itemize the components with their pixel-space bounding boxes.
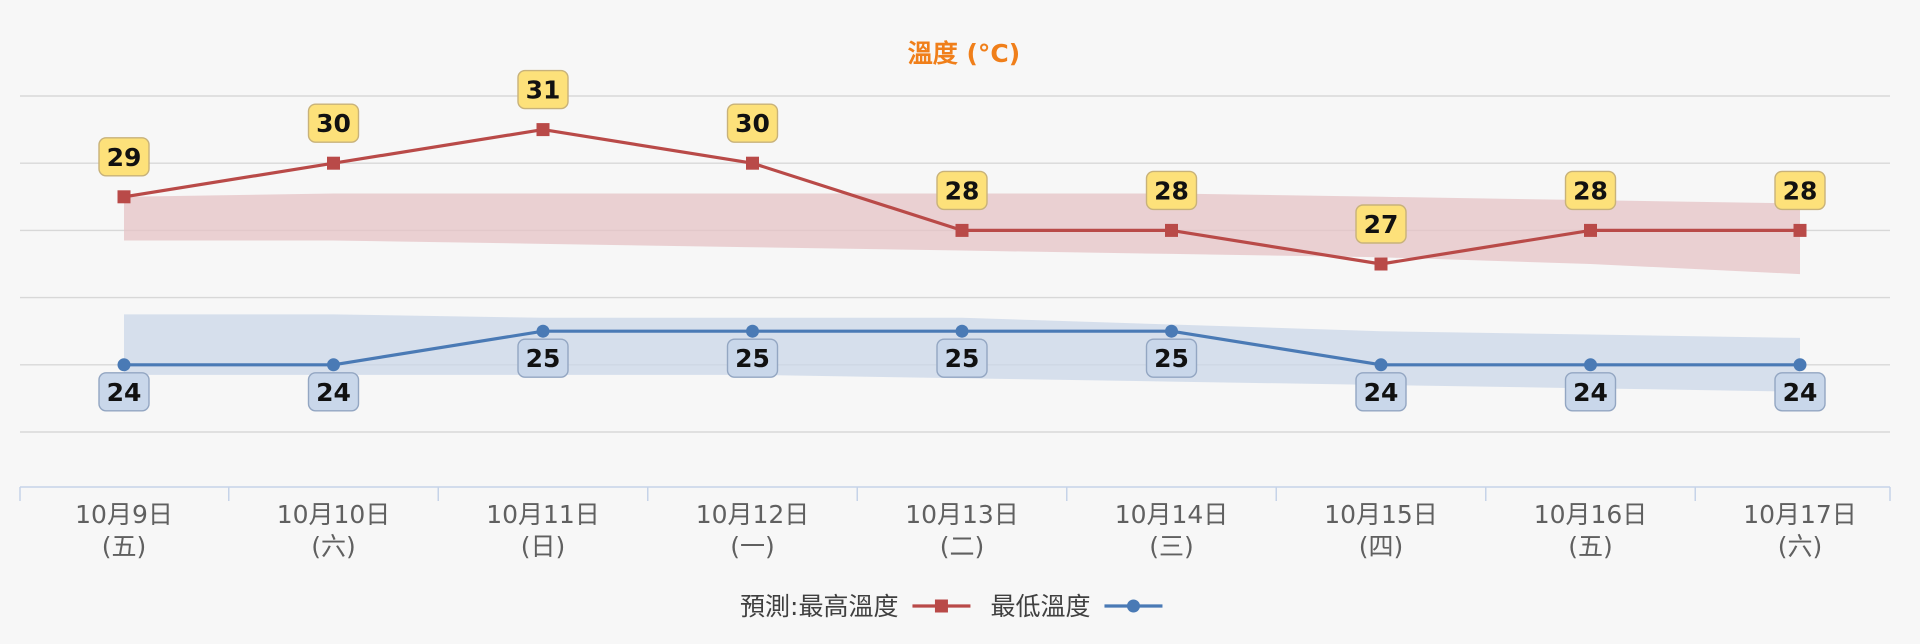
data-label-box: [1564, 170, 1617, 211]
data-label: 24: [316, 378, 351, 407]
x-tick-label: 10月10日(六): [277, 500, 391, 561]
data-label-box: [98, 137, 150, 177]
legend-prefix: 預測:: [740, 592, 798, 621]
x-tick-label: 10月11日(日): [486, 500, 600, 561]
data-labels: 29 30 31 30 28 28 27 28 28 24 24 25 25 25 25 24 24 24: [98, 69, 1826, 412]
data-point[interactable]: [327, 358, 340, 372]
data-point[interactable]: [1165, 223, 1178, 237]
data-label: 28: [945, 176, 980, 205]
data-label-box: [517, 338, 569, 378]
data-point[interactable]: [536, 324, 550, 338]
data-label: 29: [107, 143, 142, 172]
data-label-box: [517, 69, 569, 110]
data-label-box: [1564, 372, 1617, 412]
data-label-box: [98, 372, 150, 412]
data-point[interactable]: [1584, 358, 1597, 372]
data-label: 25: [1154, 344, 1189, 373]
data-label: 24: [1783, 378, 1818, 407]
legend-item-label[interactable]: 最低溫度: [990, 592, 1090, 621]
data-point[interactable]: [1793, 223, 1807, 237]
legend-item-label[interactable]: 最高溫度: [798, 592, 898, 621]
data-label: 31: [526, 76, 561, 105]
data-point[interactable]: [746, 324, 759, 338]
data-label: 25: [735, 344, 770, 373]
data-label-box: [1355, 372, 1407, 412]
data-label: 27: [1364, 210, 1399, 239]
data-label-box: [726, 338, 779, 378]
data-label-box: [1145, 338, 1198, 378]
data-label: 24: [1573, 378, 1608, 407]
data-label: 28: [1573, 176, 1608, 205]
x-tick-label: 10月12日(一): [696, 500, 810, 561]
series-lines: [117, 123, 1807, 372]
x-tick-label: 10月16日(五): [1534, 500, 1648, 561]
data-label: 24: [1364, 378, 1399, 407]
data-label: 25: [526, 344, 561, 373]
x-tick-label: 10月14日(三): [1115, 500, 1229, 561]
data-point[interactable]: [1374, 358, 1388, 372]
data-point[interactable]: [117, 358, 131, 372]
legend[interactable]: 預測: 最高溫度 最低溫度: [740, 592, 1163, 621]
chart-title: 溫度 (°C): [908, 39, 1020, 68]
data-label-box: [1774, 372, 1826, 412]
data-label: 28: [1783, 176, 1818, 205]
data-label-box: [726, 103, 779, 143]
x-tick-label: 10月15日(四): [1324, 500, 1438, 561]
x-tick-label: 10月13日(二): [905, 500, 1019, 561]
legend-marker: [934, 599, 948, 613]
data-label: 24: [107, 378, 142, 407]
x-tick-label: 10月17日(六): [1743, 500, 1857, 561]
data-point[interactable]: [117, 190, 131, 204]
data-label-box: [307, 372, 360, 412]
data-point[interactable]: [955, 324, 969, 338]
x-tick-label: 10月9日(五): [75, 500, 173, 561]
data-label: 30: [316, 109, 351, 138]
data-point[interactable]: [1374, 257, 1388, 271]
data-label: 25: [945, 344, 980, 373]
legend-marker: [1126, 599, 1140, 613]
data-point[interactable]: [746, 156, 759, 170]
data-point[interactable]: [1584, 223, 1597, 237]
data-label-box: [936, 170, 988, 211]
data-point[interactable]: [1165, 324, 1178, 338]
data-label-box: [1774, 170, 1826, 211]
x-axis: 10月9日(五) 10月10日(六) 10月11日(日) 10月12日(一) 10月13…: [19, 486, 1891, 561]
data-point[interactable]: [1793, 358, 1807, 372]
data-point[interactable]: [536, 123, 550, 137]
data-label-box: [936, 338, 988, 378]
data-label-box: [1145, 170, 1198, 211]
data-label-box: [1355, 204, 1407, 244]
data-point[interactable]: [327, 156, 340, 170]
data-label: 28: [1154, 176, 1189, 205]
data-label-box: [307, 103, 360, 143]
data-label: 30: [735, 109, 770, 138]
data-point[interactable]: [955, 223, 969, 237]
